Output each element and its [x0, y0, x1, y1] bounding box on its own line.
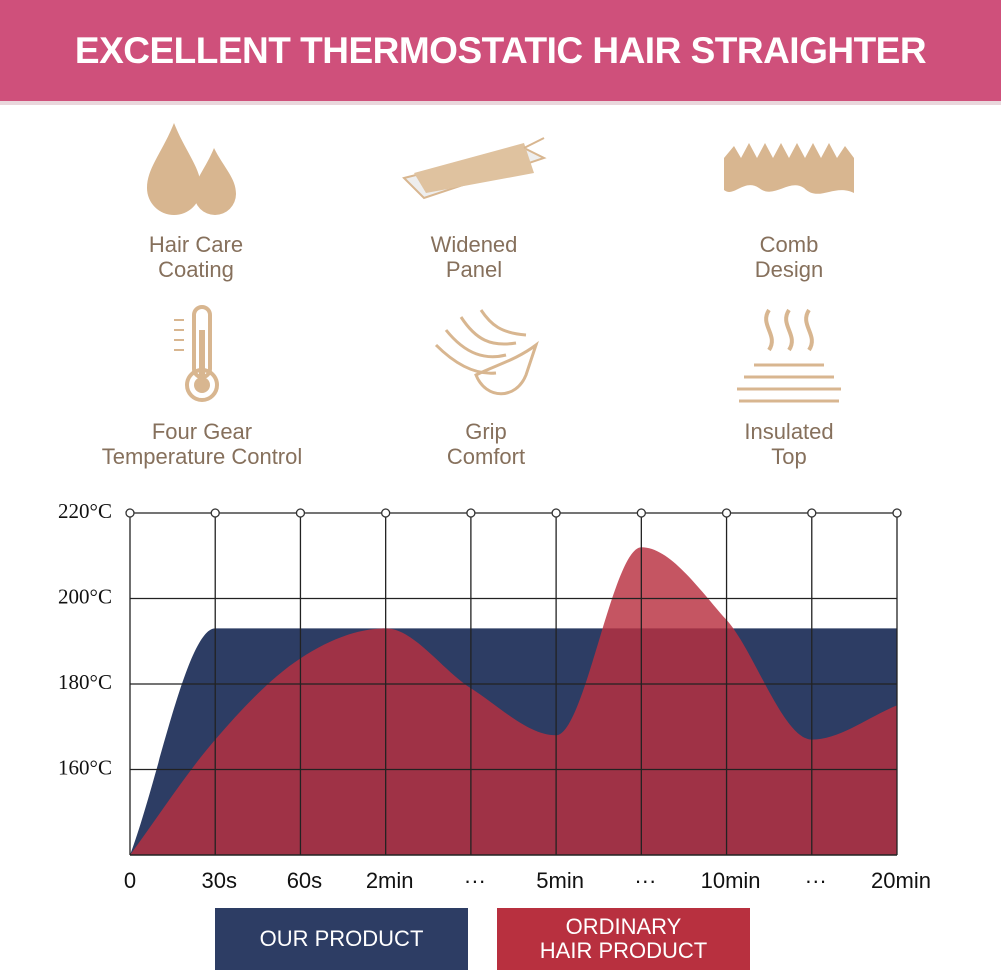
icon — [737, 308, 841, 403]
y-tick-label: 220°C — [58, 499, 112, 523]
feature: Four Gear Temperature Control — [62, 305, 342, 469]
grid-node — [721, 508, 732, 518]
x-tick-label: 30s — [201, 868, 236, 893]
x-tick-label: 2min — [366, 868, 414, 893]
grid-node — [636, 508, 646, 518]
grid-node — [466, 508, 476, 518]
x-tick-label: ··· — [464, 868, 486, 893]
feature: Insulated Top — [649, 305, 929, 469]
legend-item: ORDINARY HAIR PRODUCT — [497, 908, 750, 970]
grid-node — [210, 508, 220, 518]
grid-node — [807, 508, 817, 518]
icon — [724, 143, 854, 194]
feature-label: Panel — [445, 257, 503, 282]
grid-node — [892, 508, 902, 518]
x-tick-label: ··· — [634, 868, 656, 893]
feature-label: Widened — [430, 232, 518, 257]
feature-label: Top — [771, 444, 807, 469]
feature-label: Insulated — [744, 419, 834, 444]
x-tick-label: 10min — [701, 868, 761, 893]
chart: 160°C 180°C 200°C 220°C 0 30s 60s 2min ··· 5min ··… — [58, 499, 931, 893]
icon — [402, 137, 547, 200]
feature: Widened Panel — [334, 118, 614, 282]
grid-node — [381, 508, 391, 518]
y-tick-label: 160°C — [58, 755, 112, 779]
x-tick-label: 0 — [124, 868, 136, 893]
feature-label: Coating — [158, 257, 234, 282]
grid-node — [551, 508, 561, 518]
x-tick-label: 5min — [536, 868, 584, 893]
x-tick-label: 60s — [287, 868, 322, 893]
feature-label: Temperature Control — [101, 444, 303, 469]
feature-label: Comb — [759, 232, 819, 257]
grid-node — [125, 508, 135, 518]
legend-item: OUR PRODUCT — [215, 908, 468, 970]
x-tick-label: 20min — [871, 868, 931, 893]
feature-label: Comfort — [446, 444, 526, 469]
header: EXCELLENT THERMOSTATIC HAIR STRAIGHTER — [0, 0, 1001, 105]
feature-label: Grip — [465, 419, 507, 444]
feature: Grip Comfort — [346, 305, 626, 469]
icon — [174, 305, 219, 402]
icon — [147, 123, 236, 215]
feature-label: Four Gear — [151, 419, 253, 444]
feature: Hair Care Coating — [56, 118, 336, 282]
y-tick-label: 200°C — [58, 584, 112, 608]
area — [130, 547, 897, 855]
x-tick-label: ··· — [805, 868, 827, 893]
feature-label: Design — [754, 257, 824, 282]
y-tick-label: 180°C — [58, 670, 112, 694]
feature-label: Hair Care — [148, 232, 244, 257]
title: EXCELLENT THERMOSTATIC HAIR STRAIGHTER — [74, 29, 927, 71]
feature: Comb Design — [649, 118, 929, 282]
icon — [434, 309, 539, 396]
grid-node — [295, 508, 306, 518]
